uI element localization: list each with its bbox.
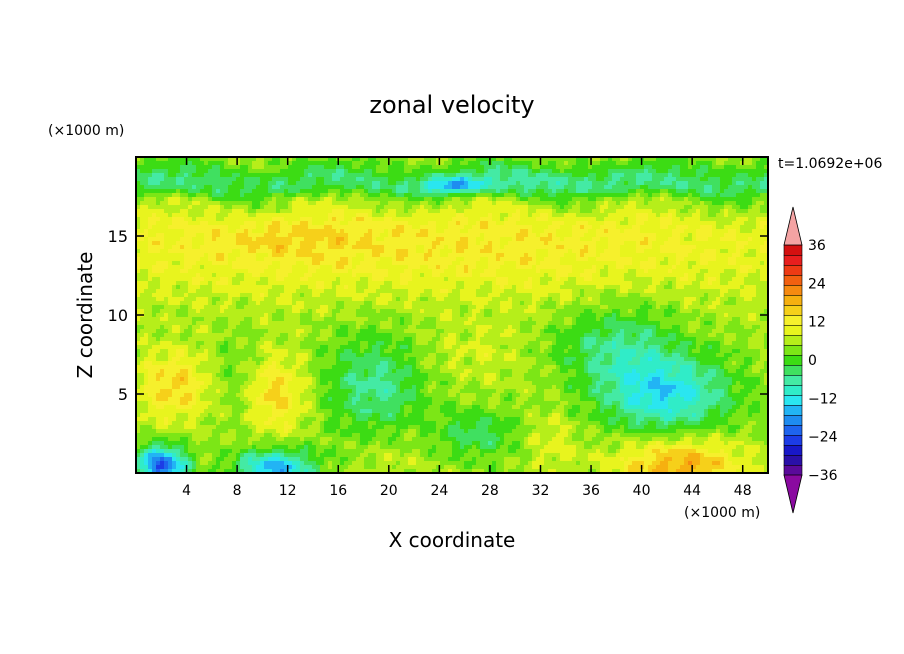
z-tick-label: 10 — [108, 306, 128, 325]
colorbar-swatch — [783, 254, 803, 266]
colorbar-swatch — [783, 344, 803, 356]
colorbar-tick-label: 24 — [808, 276, 826, 292]
x-tick-label: 8 — [233, 483, 242, 499]
colorbar-swatch — [783, 384, 803, 396]
chart-title: zonal velocity — [369, 91, 534, 119]
z-unit-label: (×1000 m) — [48, 123, 124, 139]
z-tick-label: 15 — [108, 227, 128, 246]
time-label: t=1.0692e+06 — [778, 156, 882, 172]
colorbar-tick-label: −24 — [808, 430, 838, 446]
x-tick-label: 36 — [582, 483, 600, 499]
colorbar-swatch — [783, 364, 803, 376]
x-tick-label: 4 — [182, 483, 191, 499]
x-tick-label: 16 — [329, 483, 347, 499]
colorbar-swatch — [783, 454, 803, 466]
colorbar-over-triangle — [783, 206, 803, 246]
colorbar-swatch — [783, 324, 803, 336]
colorbar-tick-label: 36 — [808, 238, 826, 254]
x-tick-label: 24 — [430, 483, 448, 499]
x-tick-label: 12 — [279, 483, 297, 499]
colorbar-under-triangle — [783, 474, 803, 514]
colorbar-swatch — [783, 414, 803, 426]
x-tick-label: 44 — [683, 483, 701, 499]
colorbar-tick-label: −12 — [808, 391, 838, 407]
colorbar-swatch — [783, 264, 803, 276]
colorbar-swatch — [783, 314, 803, 326]
colorbar-swatch — [783, 284, 803, 296]
colorbar-swatch — [783, 294, 803, 306]
contour-field — [136, 157, 768, 473]
colorbar-swatch — [783, 444, 803, 456]
x-tick-label: 28 — [481, 483, 499, 499]
x-axis-ticks: 4 8 12 16 20 24 28 32 36 40 44 48 — [182, 157, 752, 499]
colorbar-swatch — [783, 274, 803, 286]
x-unit-label: (×1000 m) — [684, 505, 760, 521]
z-axis-ticks: 5 10 15 — [108, 227, 768, 404]
z-axis-label: Z coordinate — [73, 252, 97, 379]
colorbar-swatch — [783, 394, 803, 406]
colorbar-swatch — [783, 404, 803, 416]
colorbar-tick-label: −36 — [808, 468, 838, 484]
colorbar-swatch — [783, 374, 803, 386]
colorbar-tick-label: 12 — [808, 315, 826, 331]
colorbar-swatch — [783, 244, 803, 256]
x-tick-label: 48 — [734, 483, 752, 499]
x-tick-label: 40 — [633, 483, 651, 499]
colorbar-swatch — [783, 334, 803, 346]
colorbar-swatch — [783, 434, 803, 446]
colorbar-swatch — [783, 464, 803, 476]
colorbar: −36 −24 −12 0 12 24 36 — [783, 206, 838, 514]
x-tick-label: 32 — [532, 483, 550, 499]
colorbar-swatch — [783, 304, 803, 316]
x-tick-label: 20 — [380, 483, 398, 499]
colorbar-tick-label: 0 — [808, 353, 817, 369]
z-tick-label: 5 — [118, 385, 128, 404]
x-axis-label: X coordinate — [389, 528, 516, 552]
colorbar-swatch — [783, 354, 803, 366]
colorbar-swatch — [783, 424, 803, 436]
